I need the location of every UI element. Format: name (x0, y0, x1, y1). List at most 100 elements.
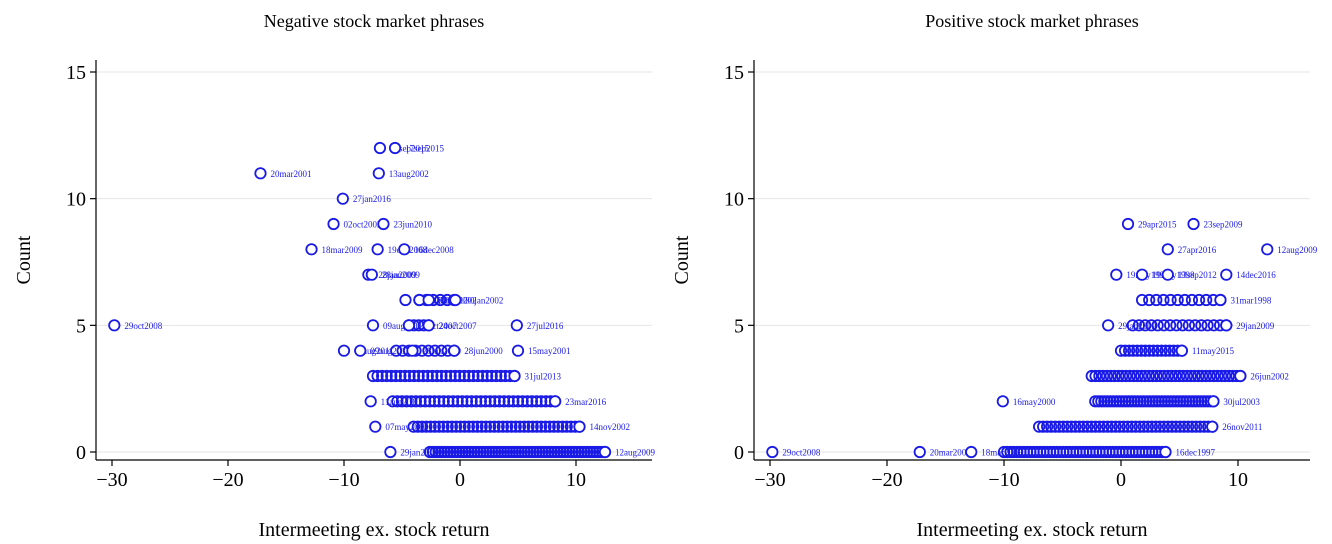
data-point (1114, 344, 1128, 357)
data-point (1141, 420, 1154, 433)
data-point (1125, 420, 1138, 433)
grid (754, 71, 1310, 453)
data-label: 11may2015 (1192, 346, 1235, 356)
data-point (1177, 369, 1190, 383)
data-label: 24oct2007 (439, 321, 477, 331)
data-point (492, 420, 505, 433)
data-point (445, 420, 458, 433)
data-point (1184, 369, 1197, 383)
data-point (433, 395, 446, 408)
data-point (439, 369, 453, 383)
data-point (1170, 319, 1183, 332)
data-point (1041, 420, 1054, 433)
x-tick-label: −20 (212, 469, 243, 491)
data-point (460, 395, 474, 408)
data-label: 16dec1997 (1175, 448, 1215, 458)
data-label: 28jan2009 (382, 270, 420, 280)
y-tick-label: 15 (724, 62, 744, 84)
data-point (337, 344, 351, 357)
data-label: 26jun2002 (1250, 372, 1289, 382)
data-point (446, 395, 460, 408)
data-point (1203, 369, 1216, 383)
data-label: 12aug2009 (615, 448, 655, 458)
data-point (493, 395, 506, 408)
data-label: 30jan2002 (429, 296, 467, 306)
data-point (402, 319, 416, 332)
data-point (1190, 420, 1203, 433)
data-label: 29jan2002 (400, 448, 438, 458)
data-point (1234, 369, 1247, 383)
data-point (424, 420, 437, 433)
data-point (1192, 293, 1206, 307)
point-clusters (997, 293, 1247, 459)
data-point (996, 395, 1009, 408)
data-point (422, 293, 435, 307)
y-tick-label: 5 (76, 315, 86, 337)
data-label: 18mar2009 (981, 448, 1022, 458)
data-point (1118, 344, 1132, 357)
data-point (552, 420, 565, 433)
data-point (511, 344, 525, 357)
data-point (453, 369, 466, 383)
data-point (1207, 319, 1220, 332)
data-point (437, 395, 450, 408)
data-label: 29oct2008 (782, 448, 820, 458)
data-point (399, 293, 412, 307)
data-point (481, 369, 494, 383)
data-point (1131, 369, 1144, 383)
data-point (433, 420, 446, 433)
data-point (543, 420, 556, 433)
data-point (1102, 319, 1115, 332)
data-label: 30jan2002 (465, 296, 503, 306)
data-point (389, 369, 402, 383)
y-tick-label: 5 (734, 315, 744, 337)
data-point (450, 420, 463, 433)
x-axis-label: Intermeeting ex. stock return (916, 519, 1147, 541)
data-point (449, 369, 462, 383)
data-point (511, 395, 525, 408)
data-point (449, 293, 462, 307)
data-label: 18mar2009 (322, 245, 363, 255)
data-label: 23jun2010 (393, 220, 432, 230)
data-point (372, 167, 385, 180)
data-point (484, 395, 497, 408)
data-point (1132, 319, 1146, 332)
data-point (494, 369, 507, 383)
data-point (1089, 369, 1102, 383)
data-point (391, 395, 404, 408)
y-tick-label: 0 (734, 442, 744, 464)
data-point (1189, 319, 1202, 332)
data-point (1196, 369, 1209, 383)
data-point (398, 369, 412, 383)
chart-title: Positive stock market phrases (925, 11, 1138, 31)
data-point (1093, 420, 1106, 433)
data-label: 16dec2008 (414, 245, 454, 255)
data-point (1139, 319, 1152, 332)
data-point (442, 395, 455, 408)
data-label: 12aug2009 (1277, 245, 1317, 255)
y-tick-label: 10 (66, 189, 86, 211)
data-point (530, 420, 544, 433)
data-label: 15may2001 (528, 346, 571, 356)
data-point (573, 420, 586, 433)
data-point (366, 319, 380, 332)
data-point (420, 420, 433, 433)
data-point (426, 369, 439, 383)
data-point (377, 217, 390, 231)
data-point (1138, 369, 1152, 383)
data-point (1163, 344, 1176, 357)
data-point (462, 420, 475, 433)
data-point (766, 445, 779, 459)
data-point (388, 141, 402, 155)
data-point (1207, 395, 1220, 408)
data-label: 17sep2015 (405, 144, 444, 154)
data-label: 09aug2011 (383, 321, 423, 331)
data-point (1135, 268, 1149, 281)
data-point (1150, 293, 1163, 307)
data-point (488, 395, 501, 408)
data-point (1089, 420, 1102, 433)
data-point (423, 395, 436, 408)
data-point (1127, 344, 1140, 357)
data-point (1185, 293, 1199, 307)
